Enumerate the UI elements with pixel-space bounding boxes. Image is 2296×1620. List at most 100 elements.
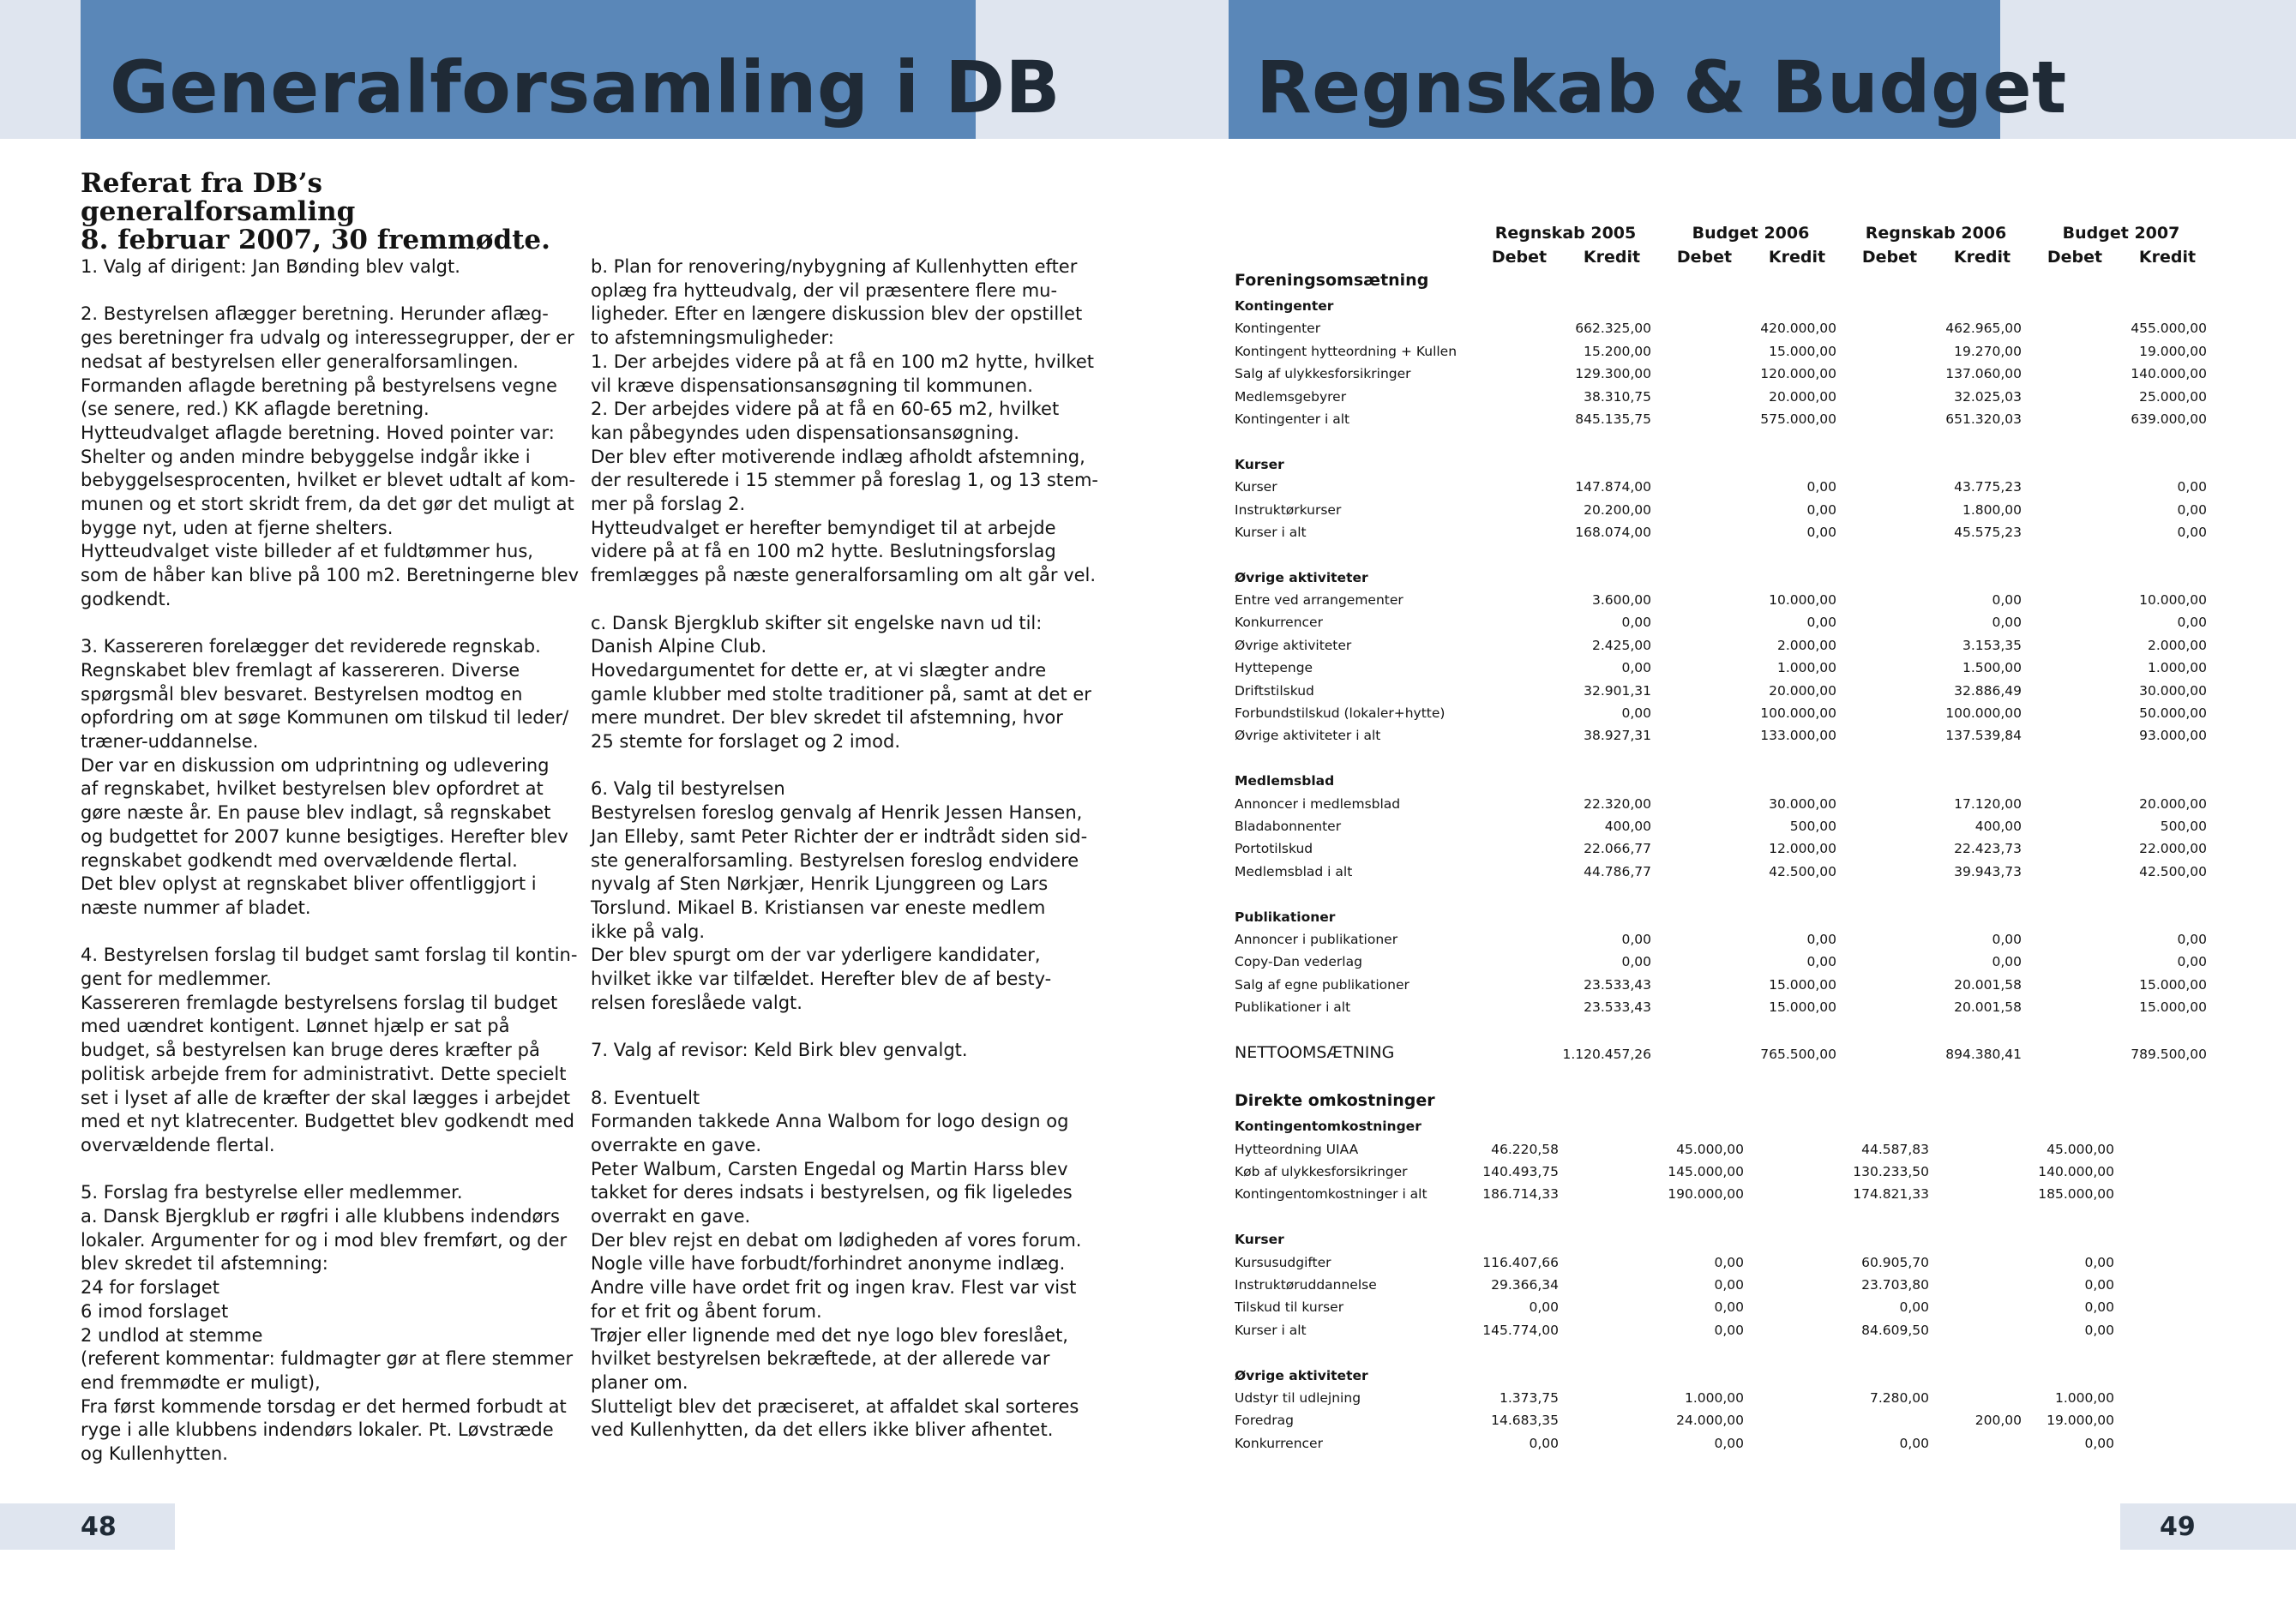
table-row — [1235, 747, 2212, 770]
minutes-line: end fremmødte er muligt), — [81, 1371, 321, 1393]
minutes-line: nedsat af bestyrelsen eller generalforsa… — [81, 351, 519, 372]
credit-value: 10.000,00 — [2139, 592, 2207, 609]
table-row: Direkte omkostninger — [1235, 1089, 2212, 1115]
row-label: Kurser i alt — [1235, 524, 1307, 540]
minutes-line: overrakt en gave. — [591, 1206, 751, 1227]
row-label: Medlemsgebyrer — [1235, 388, 1347, 405]
credit-value: 3.600,00 — [1591, 592, 1651, 609]
subsection-label: Kurser — [1235, 1232, 1284, 1248]
row-label: Salg af ulykkesforsikringer — [1235, 366, 1411, 382]
credit-value: 22.066,77 — [1584, 841, 1651, 857]
minutes-line: ryge i alle klubbens indendørs lokaler. … — [81, 1419, 554, 1441]
minutes-line: 1. Der arbejdes videre på at få en 100 m… — [591, 351, 1095, 372]
credit-value: 23.533,43 — [1584, 976, 1651, 993]
minutes-line: 4. Bestyrelsen forslag til budget samt f… — [81, 945, 578, 966]
table-row: Publikationer i alt 23.533,43 15.000,00 20.… — [1235, 996, 2212, 1018]
minutes-line: 2. Bestyrelsen aflægger beretning. Herun… — [81, 303, 549, 325]
debit-credit-header-row: Debet Kredit Debet Kredit Debet Kredit Debet Kr… — [1235, 245, 2212, 269]
minutes-line: Kassereren fremlagde bestyrelsens forsla… — [81, 992, 558, 1013]
credit-value: 0,00 — [1992, 954, 2022, 970]
credit-value: 789.500,00 — [2131, 1046, 2207, 1062]
minutes-paragraph: 4. Bestyrelsen forslag til budget samt f… — [81, 944, 578, 1157]
minutes-line: (referent kommentar: fuldmagter gør at f… — [81, 1348, 574, 1370]
credit-header: Kredit — [1953, 248, 2011, 267]
row-label: Køb af ulykkesforsikringer — [1235, 1164, 1408, 1180]
minutes-line: Hovedargumentet for dette er, at vi slæg… — [591, 659, 1047, 681]
right-title-box: Regnskab & Budget — [1229, 0, 2066, 139]
minutes-line: 24 for forslaget — [81, 1277, 219, 1299]
table-row: Portotilskud 22.066,77 12.000,00 22.423,73 2… — [1235, 837, 2212, 860]
credit-value: 500,00 — [1789, 818, 1836, 834]
credit-value: 0,00 — [2177, 615, 2207, 631]
table-row: Hytteordning UIAA 46.220,58 45.000,00 44.58… — [1235, 1138, 2212, 1161]
credit-value: 651.320,03 — [1945, 411, 2022, 427]
row-label: Hytteordning UIAA — [1235, 1141, 1359, 1157]
table-row: Øvrige aktiviteter — [1235, 567, 2212, 589]
credit-value: 400,00 — [1974, 818, 2022, 834]
row-label: Foredrag — [1235, 1413, 1294, 1429]
table-row: Kursusudgifter 116.407,66 0,00 60.905,70 0,0… — [1235, 1251, 2212, 1274]
period-header: Regnskab 2005 — [1494, 224, 1637, 243]
credit-value: 42.500,00 — [1769, 863, 1836, 879]
minutes-line: med et nyt klatrecenter. Budgettet blev … — [81, 1111, 574, 1132]
financial-table: Regnskab 2005 Budget 2006 Regnskab 2006 Bud… — [1235, 221, 2212, 1455]
credit-value: 25.000,00 — [2139, 388, 2207, 405]
minutes-line: bygge nyt, uden at fjerne shelters. — [81, 517, 394, 538]
row-label: Kontingenter — [1235, 321, 1321, 337]
row-label: Bladabonnenter — [1235, 818, 1342, 834]
credit-value: 1.120.457,26 — [1562, 1046, 1651, 1062]
minutes-line: mer på forslag 2. — [591, 494, 746, 515]
minutes-paragraph: 7. Valg af revisor: Keld Birk blev genva… — [591, 1039, 1069, 1063]
minutes-line: Torslund. Mikael B. Kristiansen var enes… — [591, 897, 1046, 918]
debit-value: 0,00 — [1714, 1277, 1744, 1293]
credit-value: 200,00 — [1974, 1413, 2022, 1429]
period-header-row: Regnskab 2005 Budget 2006 Regnskab 2006 Bud… — [1235, 221, 2212, 245]
credit-value: 2.000,00 — [2147, 637, 2207, 653]
minutes-line: og Kullenhytten. — [81, 1443, 228, 1465]
section-label: Direkte omkostninger — [1235, 1091, 1435, 1111]
debit-value: 44.587,83 — [1861, 1141, 1929, 1157]
debit-value: 1.000,00 — [2054, 1389, 2114, 1406]
row-label: Salg af egne publikationer — [1235, 976, 1409, 993]
table-row: Kurser — [1235, 1228, 2212, 1251]
minutes-line: 1. Valg af dirigent: Jan Bønding blev va… — [81, 256, 460, 277]
debit-value: 0,00 — [2084, 1299, 2114, 1316]
row-label: Forbundstilskud (lokaler+hytte) — [1235, 705, 1446, 722]
minutes-line: som de håber kan blive på 100 m2. Beretn… — [81, 565, 580, 586]
credit-value: 137.539,84 — [1945, 728, 2022, 744]
row-label: Kurser i alt — [1235, 1322, 1307, 1338]
credit-value: 0,00 — [1806, 931, 1836, 947]
credit-value: 42.500,00 — [2139, 863, 2207, 879]
debit-value: 190.000,00 — [1668, 1186, 1744, 1203]
credit-value: 43.775,23 — [1954, 479, 2022, 495]
minutes-line: fremlægges på næste generalforsamling om… — [591, 565, 1097, 586]
table-row: Medlemsblad i alt 44.786,77 42.500,00 39.94… — [1235, 861, 2212, 883]
minutes-line: 6 imod forslaget — [81, 1300, 229, 1322]
row-label: Portotilskud — [1235, 841, 1313, 857]
credit-value: 50.000,00 — [2139, 705, 2207, 722]
minutes-paragraph: 8. Eventuelt Formanden takkede Anna Walbo… — [591, 1087, 1082, 1443]
minutes-line: Danish Alpine Club. — [591, 636, 767, 657]
credit-value: 147.874,00 — [1575, 479, 1651, 495]
debit-header: Debet — [1676, 248, 1733, 267]
table-row: Driftstilskud 32.901,31 20.000,00 32.886,49… — [1235, 680, 2212, 702]
row-label: Konkurrencer — [1235, 1435, 1323, 1451]
table-row: Instruktørkurser 20.200,00 0,00 1.800,00 0,0… — [1235, 499, 2212, 521]
credit-value: 0,00 — [1621, 931, 1651, 947]
minutes-paragraph: 6. Valg til bestyrelsen Bestyrelsen fores… — [591, 777, 1087, 1015]
credit-value: 500,00 — [2160, 818, 2207, 834]
credit-value: 120.000,00 — [1760, 366, 1836, 382]
minutes-line: Der blev efter motiverende indlæg afhold… — [591, 446, 1085, 467]
credit-value: 137.060,00 — [1945, 366, 2022, 382]
credit-header: Kredit — [1768, 248, 1826, 267]
debit-value: 60.905,70 — [1861, 1254, 1929, 1270]
minutes-line: Der blev rejst en debat om lødigheden af… — [591, 1229, 1082, 1251]
credit-value: 12.000,00 — [1769, 841, 1836, 857]
table-row: Øvrige aktiviteter — [1235, 1365, 2212, 1387]
credit-value: 894.380,41 — [1945, 1046, 2022, 1062]
credit-value: 0,00 — [2177, 931, 2207, 947]
minutes-line: hvilket bestyrelsen bekræftede, at der a… — [591, 1348, 1050, 1370]
minutes-line: Hytteudvalget viste billeder af et fuldt… — [81, 541, 533, 562]
debit-value: 0,00 — [1714, 1322, 1744, 1338]
section-label: Foreningsomsætning — [1235, 271, 1429, 290]
